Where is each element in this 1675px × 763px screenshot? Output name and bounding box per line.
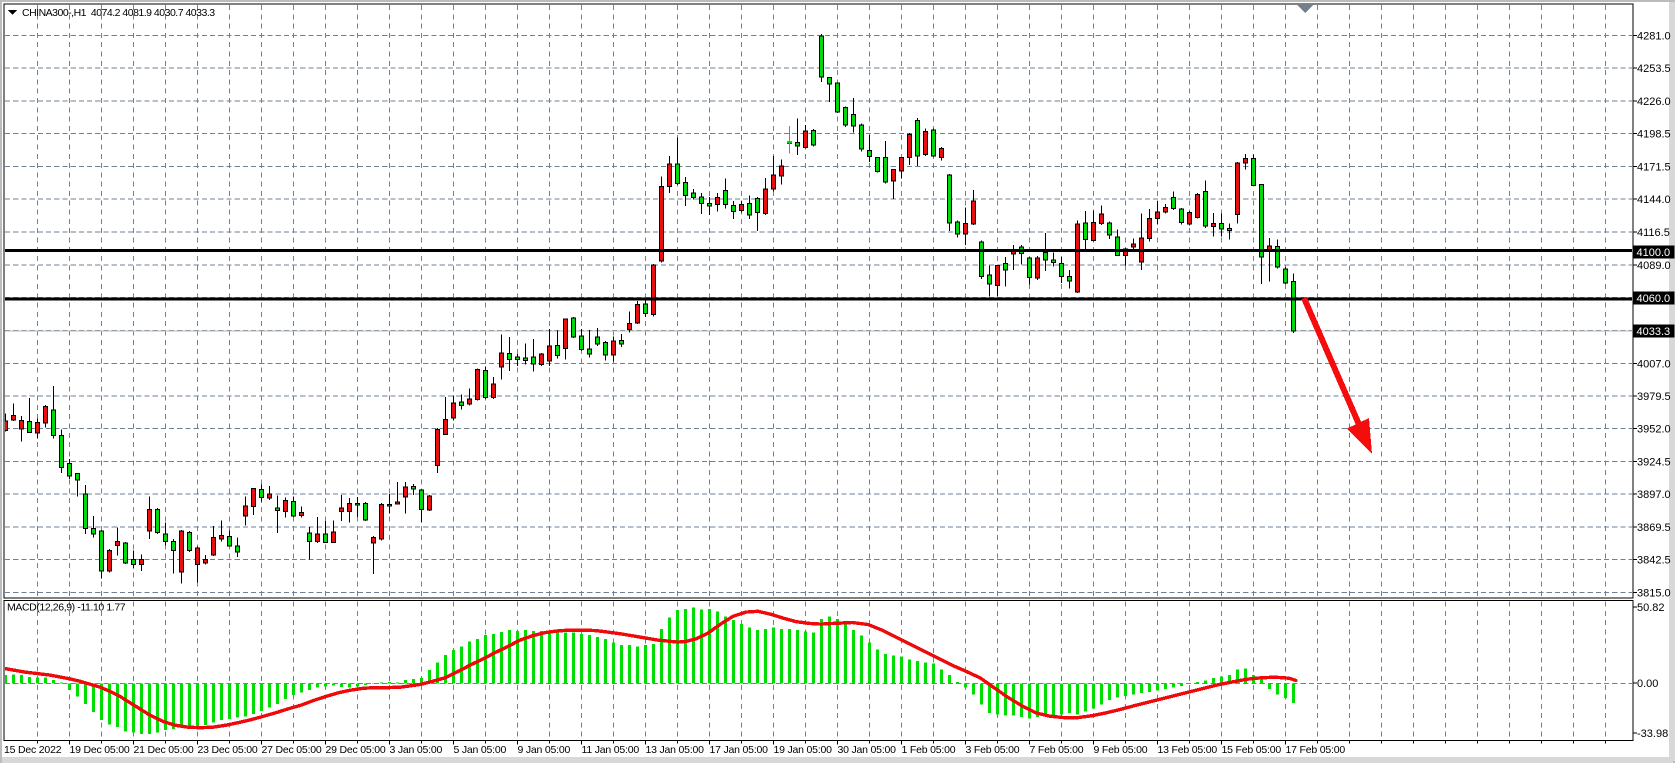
svg-text:30 Jan 05:00: 30 Jan 05:00: [838, 744, 897, 756]
svg-text:1 Feb 05:00: 1 Feb 05:00: [902, 744, 956, 756]
svg-text:CHINA300-,H1 4074.2 4081.9 40: CHINA300-,H1 4074.2 4081.9 4030.7 4033.3: [22, 7, 215, 19]
svg-text:-33.98: -33.98: [1637, 728, 1668, 740]
svg-text:5 Jan 05:00: 5 Jan 05:00: [454, 744, 507, 756]
svg-text:17 Jan 05:00: 17 Jan 05:00: [710, 744, 769, 756]
svg-text:29 Dec 05:00: 29 Dec 05:00: [326, 744, 386, 756]
svg-text:3842.5: 3842.5: [1637, 555, 1671, 567]
svg-text:4198.5: 4198.5: [1637, 129, 1671, 141]
svg-text:4060.0: 4060.0: [1637, 293, 1671, 305]
svg-text:17 Feb 05:00: 17 Feb 05:00: [1286, 744, 1346, 756]
svg-text:MACD(12,26,9) -11.10 1.77: MACD(12,26,9) -11.10 1.77: [7, 602, 126, 614]
svg-text:0.00: 0.00: [1637, 678, 1658, 690]
svg-text:4171.5: 4171.5: [1637, 162, 1671, 174]
svg-text:4089.0: 4089.0: [1637, 260, 1671, 272]
svg-text:4007.0: 4007.0: [1637, 358, 1671, 370]
svg-text:11 Jan 05:00: 11 Jan 05:00: [582, 744, 640, 756]
svg-text:3924.5: 3924.5: [1637, 456, 1671, 468]
svg-text:4253.5: 4253.5: [1637, 63, 1671, 75]
svg-text:27 Dec 05:00: 27 Dec 05:00: [262, 744, 322, 756]
svg-text:4226.0: 4226.0: [1637, 96, 1671, 108]
svg-text:19 Jan 05:00: 19 Jan 05:00: [774, 744, 833, 756]
svg-text:4144.0: 4144.0: [1637, 194, 1671, 206]
svg-text:3815.0: 3815.0: [1637, 587, 1671, 599]
svg-text:3952.0: 3952.0: [1637, 424, 1671, 436]
svg-text:4116.5: 4116.5: [1637, 227, 1670, 239]
svg-text:50.82: 50.82: [1637, 602, 1665, 614]
svg-text:3897.0: 3897.0: [1637, 489, 1671, 501]
svg-text:13 Feb 05:00: 13 Feb 05:00: [1158, 744, 1218, 756]
svg-text:21 Dec 05:00: 21 Dec 05:00: [134, 744, 194, 756]
svg-text:9 Jan 05:00: 9 Jan 05:00: [518, 744, 571, 756]
svg-text:23 Dec 05:00: 23 Dec 05:00: [198, 744, 258, 756]
svg-text:15 Feb 05:00: 15 Feb 05:00: [1222, 744, 1282, 756]
svg-text:4033.3: 4033.3: [1637, 326, 1671, 338]
svg-text:19 Dec 05:00: 19 Dec 05:00: [70, 744, 130, 756]
svg-text:9 Feb 05:00: 9 Feb 05:00: [1094, 744, 1148, 756]
svg-text:4281.0: 4281.0: [1637, 31, 1671, 43]
svg-text:13 Jan 05:00: 13 Jan 05:00: [646, 744, 705, 756]
svg-text:3979.5: 3979.5: [1637, 391, 1671, 403]
svg-text:7 Feb 05:00: 7 Feb 05:00: [1030, 744, 1084, 756]
svg-text:3869.5: 3869.5: [1637, 522, 1671, 534]
svg-text:4100.0: 4100.0: [1637, 247, 1671, 259]
svg-text:3 Jan 05:00: 3 Jan 05:00: [390, 744, 443, 756]
svg-text:3 Feb 05:00: 3 Feb 05:00: [966, 744, 1020, 756]
svg-text:15 Dec 2022: 15 Dec 2022: [4, 744, 62, 756]
